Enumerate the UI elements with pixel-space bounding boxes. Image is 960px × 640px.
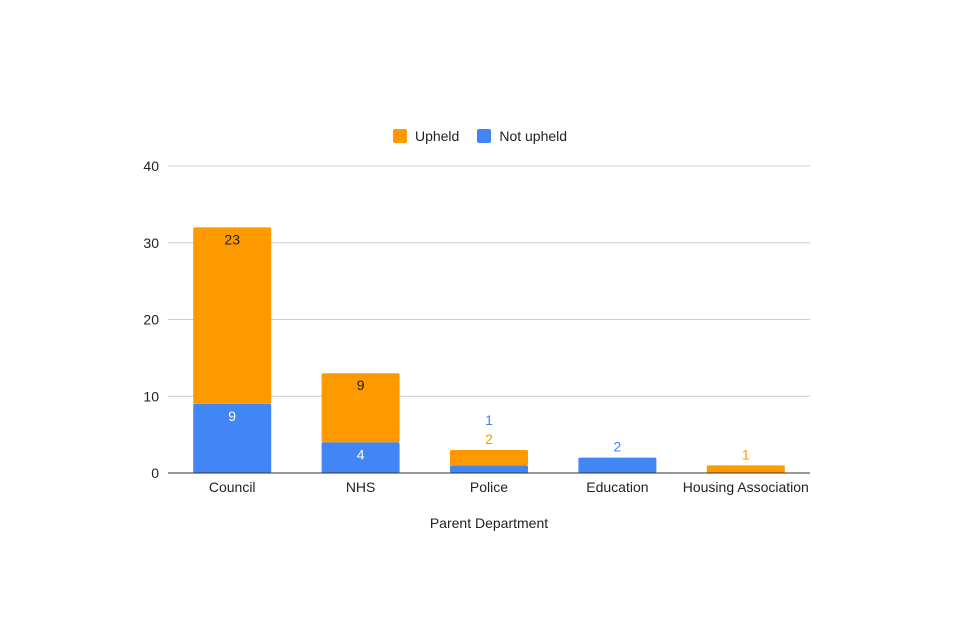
- y-tick-label: 20: [143, 312, 159, 328]
- bar-upheld: [450, 449, 528, 466]
- x-category-label: Education: [586, 479, 648, 495]
- legend-label-upheld: Upheld: [414, 128, 460, 144]
- bars: [193, 227, 785, 473]
- bar-not-upheld: [450, 465, 528, 473]
- data-label: 2: [614, 439, 622, 455]
- bar-not-upheld: [193, 403, 272, 473]
- x-category-label: Council: [209, 479, 256, 495]
- x-category-label: Housing Association: [683, 479, 809, 495]
- y-tick-label: 0: [151, 465, 159, 481]
- bar-not-upheld: [578, 457, 657, 473]
- gridlines: [168, 165, 810, 397]
- data-label: 9: [228, 408, 236, 424]
- bar-upheld: [706, 465, 785, 473]
- data-label: 4: [357, 446, 365, 462]
- x-axis-title: Parent Department: [430, 515, 548, 531]
- y-tick-label: 10: [143, 388, 159, 404]
- data-label: 2: [485, 431, 493, 447]
- data-label: 1: [742, 446, 750, 462]
- data-label: 23: [224, 231, 240, 247]
- y-tick-label: 40: [143, 158, 159, 174]
- legend-swatch-upheld: [392, 129, 407, 143]
- x-axis-ticks: Council NHS Police Education Housing Associa…: [209, 479, 809, 495]
- bar-not-upheld: [321, 442, 400, 473]
- data-labels: 9 23 4 9 1 2 2 1: [224, 231, 749, 462]
- x-category-label: NHS: [346, 479, 376, 495]
- data-label: 9: [357, 377, 365, 393]
- bar-upheld: [193, 227, 272, 404]
- legend-label-not-upheld: Not upheld: [499, 128, 568, 144]
- data-label: 1: [485, 412, 493, 428]
- legend-item-upheld[interactable]: Upheld: [392, 128, 460, 144]
- x-category-label: Police: [470, 479, 508, 495]
- y-axis-ticks: 0 10 20 30 40: [143, 158, 159, 481]
- y-tick-label: 30: [143, 235, 159, 251]
- legend: Upheld Not upheld: [0, 128, 960, 144]
- legend-swatch-not-upheld: [477, 129, 492, 143]
- bar-upheld: [321, 373, 400, 443]
- legend-item-not-upheld[interactable]: Not upheld: [477, 128, 567, 144]
